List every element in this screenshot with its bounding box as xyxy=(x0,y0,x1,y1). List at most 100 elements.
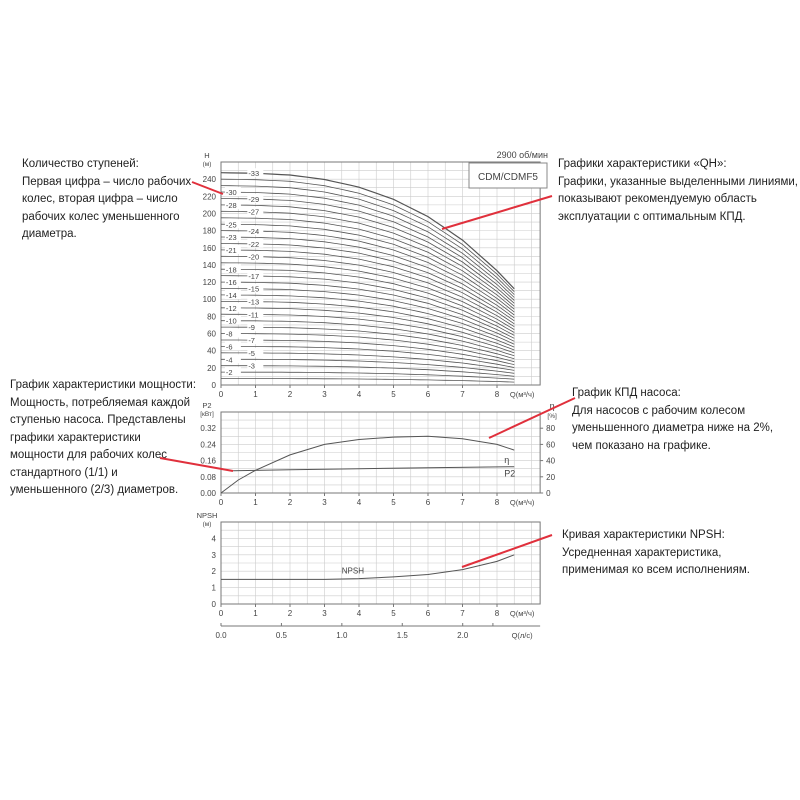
annotation-npsh: Кривая характеристики NPSH: Усредненная … xyxy=(562,529,750,576)
y-tick-label: 220 xyxy=(203,192,217,201)
qh-curve-stage xyxy=(220,313,515,354)
qh-curve-stage xyxy=(221,301,515,348)
y2-axis-unit: [%] xyxy=(547,413,557,420)
stage-label: -13 xyxy=(248,298,259,307)
stage-label-bg xyxy=(224,302,241,312)
stage-label: -20 xyxy=(248,253,259,262)
y2-axis-label: η xyxy=(550,401,555,411)
stage-label-bg xyxy=(247,335,264,345)
stage-label-bg xyxy=(247,251,264,261)
qh-curve-stage xyxy=(220,275,515,336)
qh-curve-stage xyxy=(221,339,515,365)
plot-frame xyxy=(220,411,541,494)
efficiency-curve xyxy=(220,435,515,494)
power-curve xyxy=(233,466,515,472)
stage-label-bg xyxy=(224,315,241,325)
stage-label-bg xyxy=(224,328,241,338)
x-tick-label: 4 xyxy=(357,498,362,507)
y-tick-label: 100 xyxy=(203,295,217,304)
stage-label: -15 xyxy=(248,285,259,294)
y-tick-label: 140 xyxy=(203,261,217,270)
qh-curve-stage xyxy=(221,326,515,360)
stage-label-bg xyxy=(224,367,241,377)
y-tick-label: 20 xyxy=(207,364,216,373)
x-tick-label: 0 xyxy=(219,390,224,399)
x-axis-label: Q(м³/ч) xyxy=(510,609,535,618)
stage-label-bg xyxy=(247,309,264,319)
y-tick-label: 180 xyxy=(203,227,217,236)
qh-curve-stage xyxy=(221,378,515,383)
stage-label-bg xyxy=(247,296,264,306)
y-tick-label: 0 xyxy=(212,600,217,609)
annotation-pointer-line xyxy=(441,195,553,230)
qh-curve-stage xyxy=(220,288,515,342)
annotation-pointer-line xyxy=(488,397,576,439)
x-tick-label: 5 xyxy=(391,498,396,507)
stage-label: -6 xyxy=(226,342,233,351)
stage-label: -27 xyxy=(248,208,259,217)
x2-tick-label: 1.5 xyxy=(397,631,409,640)
stage-label-bg xyxy=(224,219,241,229)
y2-tick-label: 80 xyxy=(546,424,555,433)
stage-label: -7 xyxy=(248,336,255,345)
stage-label: -23 xyxy=(226,233,237,242)
y-axis-unit: (м) xyxy=(203,521,212,528)
stage-label-bg xyxy=(247,193,264,203)
qh-curve-stage xyxy=(220,255,515,328)
stage-label-bg xyxy=(224,354,241,364)
qh-curve-stage xyxy=(220,236,515,319)
qh-curve-stage xyxy=(220,172,515,290)
qh-curve-stage xyxy=(220,249,515,325)
x2-tick-label: 2.0 xyxy=(457,631,469,640)
qh-curve-stage xyxy=(220,198,515,301)
qh-curve-stage xyxy=(220,204,515,304)
y-axis-label: H xyxy=(204,151,209,160)
x-tick-label: 8 xyxy=(495,390,500,399)
stage-label: -22 xyxy=(248,240,259,249)
y-tick-label: 0.24 xyxy=(200,440,216,449)
qh-curve-stage xyxy=(220,191,515,298)
y2-tick-label: 60 xyxy=(546,440,555,449)
qh-curve-stage xyxy=(220,268,515,333)
x-tick-label: 2 xyxy=(288,609,293,618)
stage-label: -11 xyxy=(248,310,258,319)
annotation-pointer-line xyxy=(461,534,553,568)
qh-curve-stage xyxy=(220,230,515,316)
y-tick-label: 2 xyxy=(212,567,217,576)
y-tick-label: 120 xyxy=(203,278,217,287)
x2-tick-label: 1.0 xyxy=(336,631,348,640)
y-tick-label: 4 xyxy=(212,534,217,543)
qh-curve-stage xyxy=(221,371,515,380)
y-tick-label: 3 xyxy=(212,551,217,560)
stage-label: -30 xyxy=(226,188,237,197)
annotation-efficiency: График КПД насоса: Для насосов с рабочим… xyxy=(572,387,774,452)
stage-label: -17 xyxy=(248,272,259,281)
y-axis-unit: (м) xyxy=(203,161,212,168)
stage-label-bg xyxy=(247,206,264,216)
x-tick-label: 3 xyxy=(322,390,327,399)
x-tick-label: 7 xyxy=(460,609,465,618)
y-tick-label: 60 xyxy=(207,330,216,339)
model-label: CDM/CDMF5 xyxy=(478,172,538,183)
y-tick-label: 0.16 xyxy=(200,457,216,466)
qh-curve-stage xyxy=(220,352,515,371)
stage-label: -2 xyxy=(226,368,233,377)
x-tick-label: 5 xyxy=(391,609,396,618)
stage-label: -16 xyxy=(226,278,237,287)
x-tick-label: 7 xyxy=(460,390,465,399)
x-tick-label: 1 xyxy=(253,609,258,618)
y-tick-label: 240 xyxy=(203,175,217,184)
series-label: η xyxy=(504,455,509,465)
qh-curve-stage xyxy=(221,346,515,368)
x-tick-label: 0 xyxy=(219,498,224,507)
x-tick-label: 4 xyxy=(357,609,362,618)
y-axis-label: NPSH xyxy=(197,511,218,520)
annotation-pointer-line xyxy=(159,457,234,472)
stage-label-bg xyxy=(247,322,264,332)
plot-frame xyxy=(220,161,541,386)
x-tick-label: 5 xyxy=(391,390,396,399)
y-tick-label: 160 xyxy=(203,244,217,253)
y-tick-label: 0.08 xyxy=(200,473,216,482)
x2-tick-label: 0.0 xyxy=(215,631,227,640)
